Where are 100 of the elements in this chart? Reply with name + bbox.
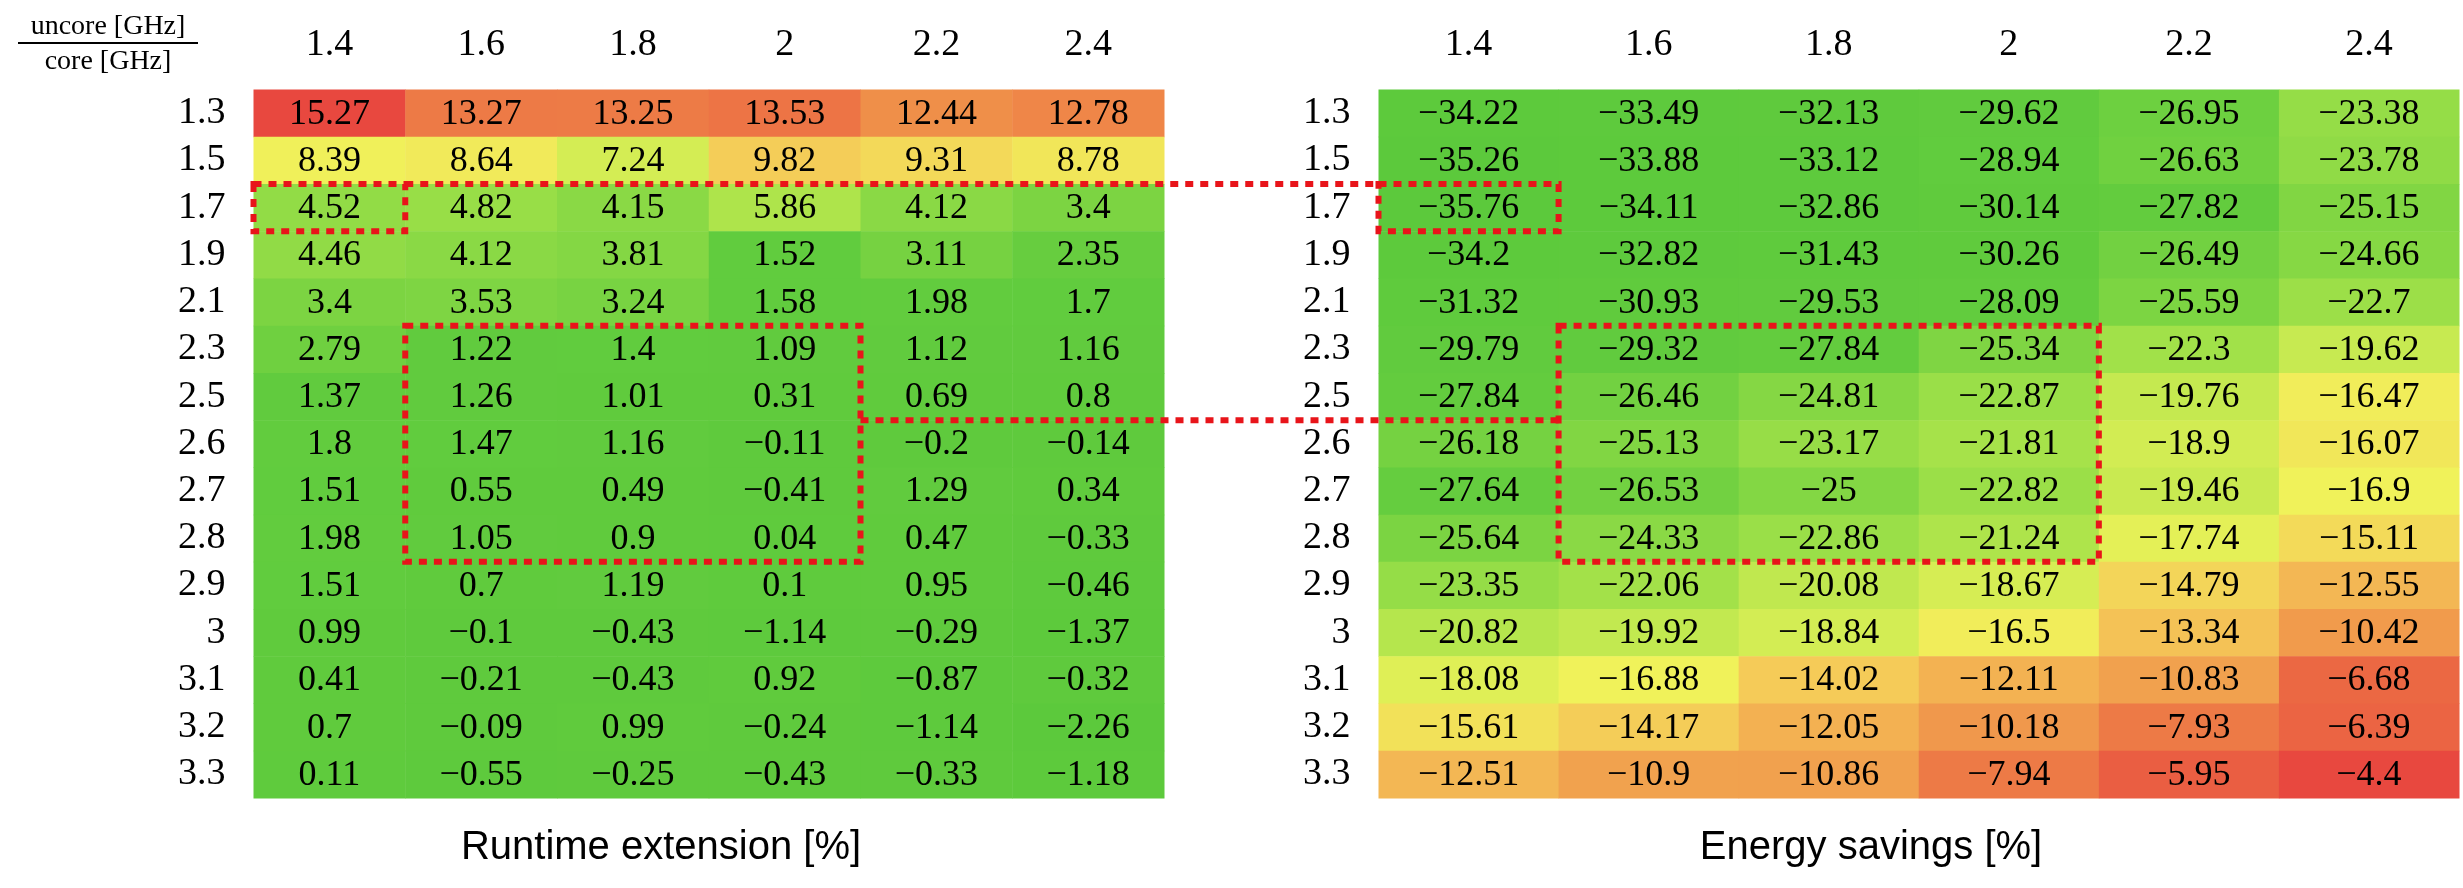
- data-label: −30.14: [1958, 186, 2060, 227]
- data-label: 3.81: [601, 233, 665, 274]
- data-label: 13.25: [592, 91, 674, 132]
- y-tick-label: 2.5: [1303, 372, 1351, 415]
- data-label: 1.12: [904, 327, 968, 368]
- data-label: −31.32: [1417, 280, 1520, 321]
- data-label: −0.2: [903, 422, 970, 463]
- data-label: −25.59: [2138, 280, 2240, 321]
- data-label: 15.27: [288, 91, 370, 132]
- data-label: −33.88: [1597, 138, 1700, 179]
- data-label: 3.4: [1065, 186, 1111, 227]
- data-label: 1.58: [753, 280, 817, 321]
- data-label: −2.26: [1046, 705, 1130, 746]
- x-tick-label: 2.2: [912, 20, 961, 63]
- data-label: −16.07: [2318, 422, 2420, 463]
- data-label: 0.69: [904, 375, 968, 416]
- data-label: −26.53: [1597, 469, 1700, 510]
- data-label: −32.13: [1778, 91, 1880, 132]
- text: Runtime extension [%]: [460, 823, 862, 868]
- data-label: −20.82: [1417, 611, 1520, 652]
- data-label: −24.66: [2318, 233, 2420, 274]
- data-label: −0.1: [448, 611, 514, 652]
- x-tick-label: 1.4: [305, 20, 354, 63]
- data-label: 1.22: [449, 327, 513, 368]
- data-label: −17.74: [2138, 516, 2240, 557]
- data-label: 1.51: [297, 563, 361, 604]
- data-label: −32.86: [1778, 186, 1880, 227]
- data-label: 7.24: [601, 138, 665, 179]
- y-tick-label: 3.1: [1303, 655, 1351, 698]
- data-label: −0.46: [1046, 563, 1130, 604]
- data-label: −1.14: [742, 611, 827, 652]
- data-label: −27.82: [2138, 186, 2240, 227]
- data-label: −22.06: [1597, 563, 1700, 604]
- data-label: −0.43: [591, 658, 675, 699]
- data-label: −30.26: [1958, 233, 2060, 274]
- data-label: −0.21: [439, 658, 523, 699]
- data-label: −23.78: [2318, 138, 2420, 179]
- y-tick-label: 3.1: [178, 655, 226, 698]
- y-tick-label: 1.9: [178, 230, 226, 273]
- data-label: 12.78: [1047, 91, 1129, 132]
- data-label: −22.7: [2327, 280, 2411, 321]
- data-label: −30.93: [1597, 280, 1700, 321]
- data-label: −34.11: [1598, 186, 1699, 227]
- data-label: −7.94: [1967, 752, 2051, 793]
- data-label: −10.9: [1606, 752, 1691, 793]
- data-label: 0.47: [904, 516, 968, 557]
- y-tick-label: 3.3: [178, 750, 226, 793]
- data-label: −21.24: [1958, 516, 2060, 557]
- data-label: −10.83: [2138, 658, 2240, 699]
- data-label: −25: [1800, 469, 1857, 510]
- data-label: −5.95: [2147, 752, 2231, 793]
- x-tick-label: 1.8: [609, 20, 657, 63]
- x-tick-label: 2: [1999, 20, 2019, 63]
- data-label: −35.76: [1417, 186, 1520, 227]
- data-label: −25.15: [2318, 186, 2420, 227]
- data-label: −25.34: [1958, 327, 2060, 368]
- data-label: 1.26: [449, 375, 513, 416]
- data-label: 8.39: [297, 138, 361, 179]
- data-label: −26.49: [2138, 233, 2240, 274]
- data-label: −10.42: [2318, 611, 2420, 652]
- data-label: −16.5: [1967, 611, 2051, 652]
- data-label: 0.99: [297, 611, 361, 652]
- y-tick-label: 2.5: [178, 372, 226, 415]
- data-label: −12.51: [1417, 752, 1520, 793]
- data-label: −14.02: [1778, 658, 1880, 699]
- data-label: −0.43: [591, 611, 675, 652]
- y-tick-label: 1.5: [178, 136, 226, 179]
- data-label: −0.24: [742, 705, 827, 746]
- x-tick-label: 2.4: [1064, 20, 1112, 63]
- data-label: 1.52: [753, 233, 817, 274]
- data-label: −0.43: [742, 752, 827, 793]
- data-label: −12.05: [1778, 705, 1880, 746]
- y-tick-label: 2.6: [178, 419, 226, 462]
- data-label: 8.78: [1056, 138, 1120, 179]
- data-label: −22.87: [1958, 375, 2060, 416]
- data-label: −29.79: [1417, 327, 1520, 368]
- data-label: 4.15: [601, 186, 665, 227]
- data-label: −4.4: [2336, 752, 2402, 793]
- y-tick-label: 3.2: [1303, 703, 1351, 746]
- data-label: −6.68: [2327, 658, 2411, 699]
- y-tick-label: 3: [1331, 608, 1351, 651]
- y-tick-label: 1.3: [178, 89, 226, 132]
- data-label: 1.16: [1056, 327, 1120, 368]
- data-label: −24.33: [1597, 516, 1700, 557]
- data-label: 0.55: [449, 469, 513, 510]
- data-label: 4.46: [297, 233, 361, 274]
- data-label: −1.18: [1046, 752, 1130, 793]
- data-label: −24.81: [1778, 375, 1880, 416]
- data-label: 1.37: [297, 375, 361, 416]
- data-label: −20.08: [1778, 563, 1880, 604]
- data-label: −27.84: [1778, 327, 1880, 368]
- y-tick-label: 3.3: [1303, 750, 1351, 793]
- data-label: −10.18: [1958, 705, 2060, 746]
- data-label: −26.46: [1597, 375, 1700, 416]
- y-axis-title: core [GHz]: [44, 44, 172, 76]
- data-label: 1.09: [753, 327, 817, 368]
- data-label: −27.64: [1417, 469, 1520, 510]
- data-label: −34.2: [1426, 233, 1511, 274]
- data-label: −18.67: [1958, 563, 2060, 604]
- data-label: −19.46: [2138, 469, 2240, 510]
